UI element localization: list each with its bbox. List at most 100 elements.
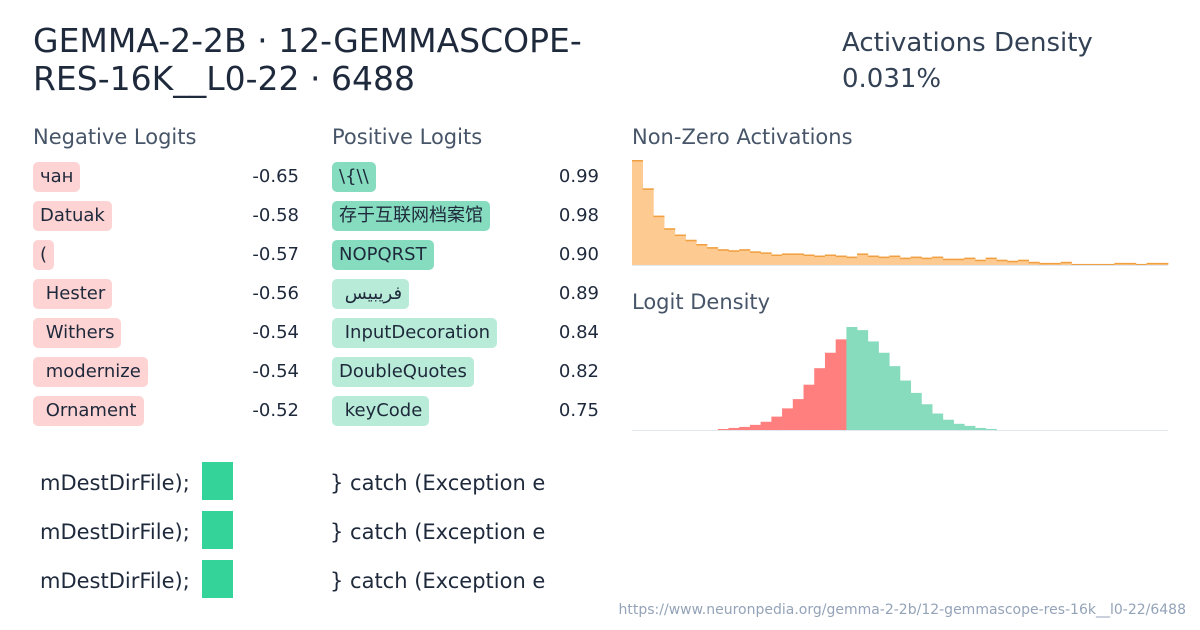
logit-value: -0.52 bbox=[252, 400, 299, 421]
histogram-bar bbox=[910, 392, 922, 430]
histogram-bar bbox=[1071, 263, 1083, 265]
token-chip: keyCode bbox=[332, 396, 430, 426]
histogram-bar bbox=[685, 239, 697, 242]
token-chip: InputDecoration bbox=[332, 318, 498, 348]
histogram-bar bbox=[771, 416, 783, 430]
histogram-bar bbox=[900, 257, 912, 265]
histogram-bar bbox=[674, 234, 686, 237]
histogram-bar bbox=[632, 160, 644, 265]
histogram-bar bbox=[792, 399, 804, 430]
histogram-bar bbox=[760, 421, 772, 430]
histogram-bar bbox=[846, 256, 858, 265]
histogram-bar bbox=[1135, 263, 1147, 265]
density-label: Activations Density bbox=[842, 28, 1093, 58]
histogram-bar bbox=[814, 255, 826, 265]
histogram-bar bbox=[642, 188, 654, 190]
histogram-bar bbox=[824, 254, 836, 256]
histogram-bar bbox=[717, 249, 729, 251]
histogram-bar bbox=[835, 339, 847, 430]
histogram-bar bbox=[942, 258, 954, 261]
histogram-bar bbox=[803, 254, 815, 265]
example-before: mDestDirFile); bbox=[40, 520, 190, 544]
histogram-bar bbox=[664, 228, 676, 230]
histogram-bar bbox=[717, 428, 729, 430]
token-chip: DoubleQuotes bbox=[332, 357, 474, 387]
histogram-bar bbox=[760, 252, 772, 265]
histogram-bar bbox=[803, 384, 815, 430]
token-chip: Datuak bbox=[33, 201, 112, 231]
histogram-bar bbox=[803, 254, 815, 256]
histogram-bar bbox=[1146, 262, 1158, 265]
histogram-bar bbox=[707, 247, 719, 265]
histogram-bar bbox=[867, 255, 879, 265]
histogram-bar bbox=[749, 424, 761, 430]
histogram-bar bbox=[1007, 260, 1019, 263]
histogram-bar bbox=[824, 254, 836, 265]
histogram-bar bbox=[696, 244, 708, 246]
histogram-bar bbox=[1114, 262, 1126, 265]
token-chip: Ornament bbox=[33, 396, 144, 426]
example-token bbox=[202, 462, 233, 500]
histogram-bar bbox=[782, 253, 794, 255]
histogram-bar bbox=[985, 257, 997, 260]
example-after: } catch (Exception e bbox=[330, 520, 546, 544]
histogram-bar bbox=[696, 244, 708, 265]
histogram-bar bbox=[674, 234, 686, 265]
histogram-bar bbox=[985, 257, 997, 265]
histogram-bar bbox=[846, 256, 858, 259]
histogram-bar bbox=[749, 251, 761, 253]
histogram-bar bbox=[975, 259, 987, 265]
histogram-bar bbox=[964, 257, 976, 260]
example-after: } catch (Exception e bbox=[330, 471, 546, 495]
logit-value: 0.90 bbox=[558, 244, 599, 265]
histogram-bar bbox=[964, 425, 976, 430]
heading: Positive Logits bbox=[332, 125, 483, 149]
histogram-bar bbox=[900, 257, 912, 260]
histogram-bar bbox=[1082, 263, 1094, 265]
histogram-bar bbox=[953, 258, 965, 265]
histogram-bar bbox=[1028, 261, 1040, 265]
histogram-bar bbox=[728, 250, 740, 265]
histogram-bar bbox=[900, 380, 912, 430]
logit-value: 0.89 bbox=[558, 283, 599, 304]
url: https://www.neuronpedia.org/gemma-2-2b/1… bbox=[618, 602, 1186, 618]
histogram-bar bbox=[996, 259, 1008, 265]
histogram-bar bbox=[782, 408, 794, 430]
histogram-bar bbox=[932, 256, 944, 259]
histogram-bar bbox=[867, 255, 879, 258]
activations-histogram bbox=[632, 160, 1169, 266]
histogram-bar bbox=[642, 188, 654, 265]
logit-value: 0.75 bbox=[558, 400, 599, 421]
token-chip: Hester bbox=[33, 279, 113, 309]
histogram-bar bbox=[942, 258, 954, 265]
histogram-bar bbox=[707, 247, 719, 249]
logit-value: 0.98 bbox=[558, 205, 599, 226]
histogram-bar bbox=[857, 253, 869, 265]
histogram-bar bbox=[632, 160, 644, 162]
logit-value: -0.56 bbox=[252, 283, 299, 304]
token-chip: \{\\ bbox=[332, 162, 376, 192]
token-chip: 存于互联网档案馆 bbox=[332, 201, 490, 231]
example-token bbox=[202, 560, 233, 598]
histogram-bar bbox=[1103, 263, 1115, 265]
logit-value: -0.57 bbox=[252, 244, 299, 265]
logit-value: 0.84 bbox=[558, 322, 599, 343]
histogram-bar bbox=[1157, 262, 1169, 265]
logit-value: 0.82 bbox=[558, 361, 599, 382]
histogram-bar bbox=[653, 215, 665, 218]
histogram-bar bbox=[921, 257, 933, 265]
logit-histogram bbox=[632, 327, 1168, 431]
histogram-bar bbox=[910, 256, 922, 259]
histogram-bar bbox=[878, 352, 890, 430]
histogram-bar bbox=[814, 368, 826, 430]
histogram-bar bbox=[846, 327, 858, 430]
histogram-bar bbox=[889, 255, 901, 265]
histogram-bar bbox=[792, 253, 804, 265]
histogram-bar bbox=[975, 427, 987, 430]
heading: Logit Density bbox=[632, 290, 771, 314]
histogram-bar bbox=[921, 257, 933, 260]
histogram-bar bbox=[889, 366, 901, 430]
logit-value: 0.99 bbox=[558, 166, 599, 187]
histogram-bar bbox=[824, 352, 836, 430]
